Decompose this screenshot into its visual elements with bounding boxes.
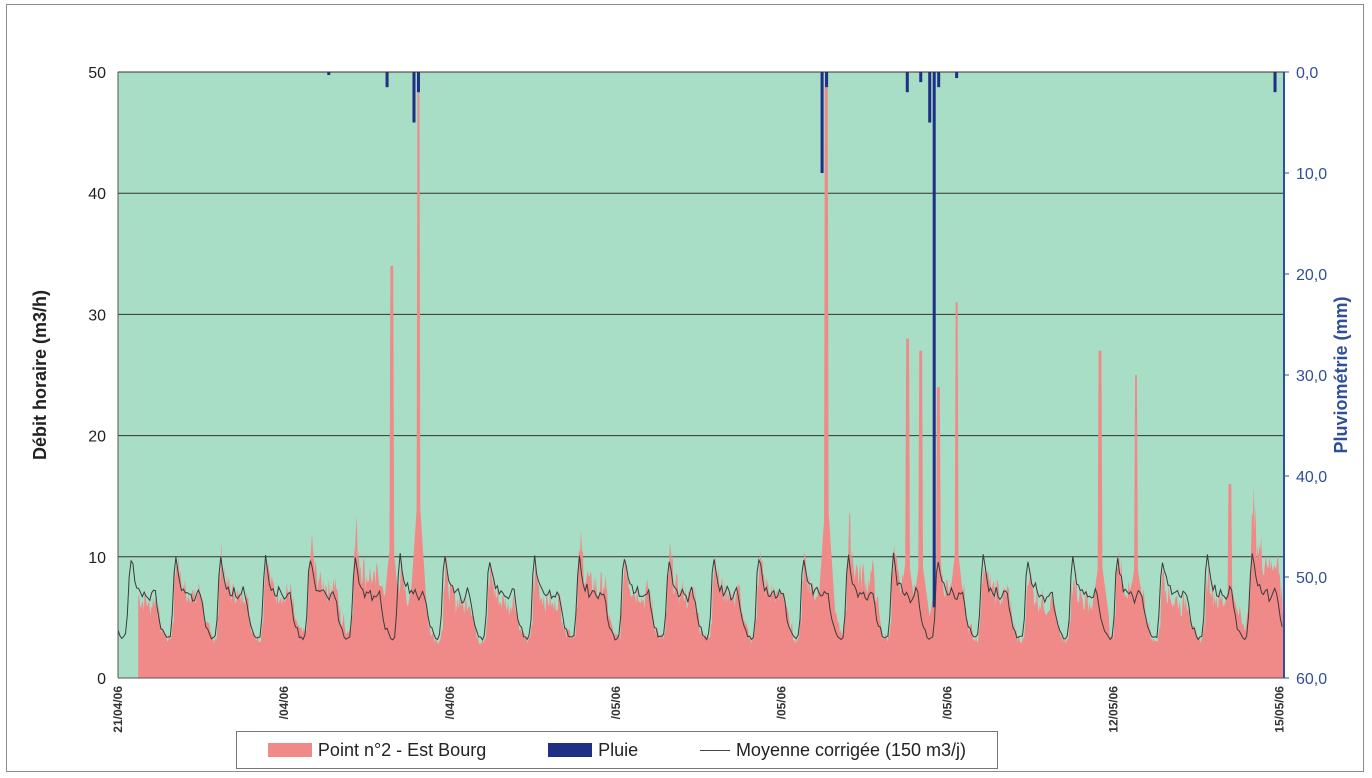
right-tick-label: 60,0 xyxy=(1296,671,1327,688)
legend-label-average: Moyenne corrigée (150 m3/j) xyxy=(735,739,967,760)
legend-label-rain: Pluie xyxy=(598,739,639,760)
left-axis-ticks: 0 10 20 30 40 50 xyxy=(88,65,106,688)
rain-bar-series xyxy=(327,72,1277,608)
plot-background xyxy=(118,72,1284,678)
legend-item-average: Moyenne corrigée (150 m3/j) xyxy=(699,739,967,761)
legend-item-rain: Pluie xyxy=(548,740,638,761)
right-tick-label: 20,0 xyxy=(1296,267,1327,284)
x-tick-label: 12/05/06 xyxy=(1107,686,1121,733)
rain-bar xyxy=(955,72,959,79)
x-tick-label: /04/06 xyxy=(443,686,457,720)
legend-swatch-flow xyxy=(267,743,312,757)
right-tick-label: 40,0 xyxy=(1296,469,1327,486)
legend-swatch-rain xyxy=(548,743,593,757)
y2-axis-label: Pluviométrie (mm) xyxy=(1331,296,1351,453)
x-tick-label: /04/06 xyxy=(277,686,291,720)
rain-bar xyxy=(905,72,909,93)
right-tick-label: 10,0 xyxy=(1296,166,1327,183)
legend-label-flow: Point n°2 - Est Bourg xyxy=(317,739,487,760)
x-tick-label: 15/05/06 xyxy=(1273,686,1287,733)
left-tick-label: 0 xyxy=(97,671,106,688)
left-tick-label: 30 xyxy=(88,307,106,324)
legend-item-flow: Point n°2 - Est Bourg xyxy=(267,739,487,761)
right-tick-label: 50,0 xyxy=(1296,570,1327,587)
left-tick-label: 10 xyxy=(88,550,106,567)
x-tick-label: 21/04/06 xyxy=(111,686,125,733)
left-tick-label: 20 xyxy=(88,429,106,446)
rain-bar xyxy=(385,72,389,88)
x-axis-ticks: 21/04/06/04/06/04/06/05/06/05/06/05/06 12… xyxy=(111,686,1287,733)
rain-bar xyxy=(932,72,936,608)
left-tick-label: 40 xyxy=(88,186,106,203)
right-tick-label: 0,0 xyxy=(1296,65,1318,82)
rain-bar xyxy=(820,72,824,173)
left-tick-label: 50 xyxy=(88,65,106,82)
legend-swatch-average xyxy=(699,749,730,751)
right-tick-label: 30,0 xyxy=(1296,368,1327,385)
rain-bar xyxy=(1273,72,1277,93)
rain-bar xyxy=(825,72,829,88)
rain-bar xyxy=(327,72,331,76)
x-tick-label: /05/06 xyxy=(941,686,955,720)
x-tick-label: /05/06 xyxy=(775,686,789,720)
rain-bar xyxy=(416,72,420,93)
legend: Point n°2 - Est Bourg Pluie Moyenne corr… xyxy=(236,731,998,769)
rain-bar xyxy=(919,72,923,83)
y-axis-label: Débit horaire (m3/h) xyxy=(30,290,50,460)
rain-bar xyxy=(412,72,416,123)
right-axis-ticks: 0,0 10,0 20,0 30,0 40,0 50,0 60,0 xyxy=(1284,65,1327,688)
average-line-series xyxy=(117,552,1283,641)
x-tick-label: /05/06 xyxy=(609,686,623,720)
rain-bar xyxy=(928,72,932,123)
flow-area-series xyxy=(138,72,1284,678)
rain-bar xyxy=(937,72,941,88)
